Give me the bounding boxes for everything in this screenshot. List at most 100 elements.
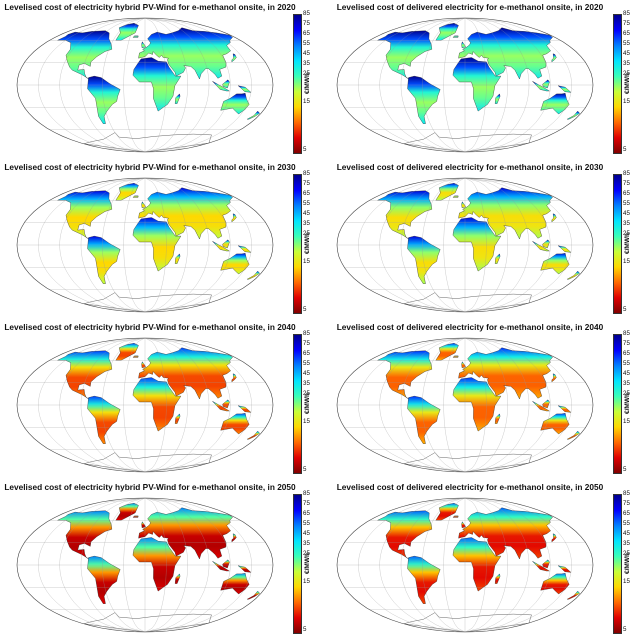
colorbar-tick-label: 5 bbox=[303, 626, 307, 633]
world-map bbox=[336, 337, 594, 473]
meridian-line bbox=[102, 498, 146, 632]
landmass-japan bbox=[551, 373, 557, 383]
colorbar-tick-label: 25 bbox=[623, 230, 630, 237]
colorbar-tick-label: 35 bbox=[623, 380, 630, 387]
map-panel: Levelised cost of electricity hybrid PV-… bbox=[0, 0, 320, 160]
landmass-new-guinea bbox=[237, 405, 252, 413]
colorbar-tick-label: 65 bbox=[623, 30, 630, 37]
meridian-line bbox=[464, 18, 551, 152]
colorbar-tick-label: 75 bbox=[623, 180, 630, 187]
landmass-greenland bbox=[115, 183, 139, 201]
meridian-line bbox=[144, 18, 188, 152]
meridian-line bbox=[443, 178, 466, 312]
meridian-line bbox=[38, 498, 146, 632]
colorbar-tick-label: 85 bbox=[623, 490, 630, 497]
landmass-iceland bbox=[132, 515, 139, 518]
colorbar-tick-label: 75 bbox=[303, 500, 310, 507]
meridian-line bbox=[422, 18, 466, 152]
meridian-line bbox=[464, 498, 551, 632]
meridian-line bbox=[422, 178, 466, 312]
colorbar-tick-label: 65 bbox=[303, 190, 310, 197]
meridian-line bbox=[144, 18, 210, 152]
landmass-north-america bbox=[377, 190, 433, 240]
colorbar-tick-label: 25 bbox=[623, 550, 630, 557]
map-panel: Levelised cost of delivered electricity … bbox=[320, 320, 640, 480]
landmass-japan bbox=[231, 533, 237, 543]
meridian-line bbox=[443, 18, 466, 152]
meridian-line bbox=[379, 178, 466, 312]
colorbar-tick-label: 5 bbox=[303, 306, 307, 313]
colorbar bbox=[293, 334, 302, 474]
meridian-line bbox=[144, 178, 210, 312]
landmass-north-america bbox=[57, 510, 113, 560]
colorbar-tick-label: 55 bbox=[303, 360, 310, 367]
colorbar-tick-label: 25 bbox=[303, 230, 310, 237]
meridian-line bbox=[102, 338, 146, 472]
world-map bbox=[16, 177, 274, 313]
landmass-great-britain bbox=[141, 41, 146, 49]
colorbar-tick-label: 65 bbox=[623, 190, 630, 197]
colorbar-tick-label: 65 bbox=[303, 510, 310, 517]
colorbar-tick-label: 45 bbox=[623, 50, 630, 57]
map-frame bbox=[16, 17, 274, 153]
colorbar-tick-label: 55 bbox=[303, 520, 310, 527]
panel-title: Levelised cost of electricity hybrid PV-… bbox=[4, 162, 296, 172]
world-map bbox=[336, 497, 594, 633]
landmass-greenland bbox=[115, 343, 139, 361]
meridian-line bbox=[464, 18, 530, 152]
landmass-japan bbox=[231, 373, 237, 383]
colorbar-tick-label: 25 bbox=[623, 70, 630, 77]
colorbar-tick-label: 75 bbox=[303, 180, 310, 187]
landmass-new-zealand bbox=[247, 590, 260, 600]
landmass-madagascar bbox=[494, 413, 501, 424]
meridian-line bbox=[464, 338, 487, 472]
world-map bbox=[16, 17, 274, 153]
colorbar-tick-label: 45 bbox=[303, 210, 310, 217]
map-frame bbox=[336, 337, 594, 473]
landmass-greenland bbox=[115, 503, 139, 521]
landmass-japan bbox=[231, 213, 237, 223]
meridian-line bbox=[144, 338, 188, 472]
colorbar-tick-label: 85 bbox=[303, 330, 310, 337]
colorbar-unit-label: €/MWh bbox=[304, 553, 311, 574]
landmass-north-america bbox=[377, 510, 433, 560]
landmass-great-britain bbox=[461, 361, 466, 369]
landmass-great-britain bbox=[141, 201, 146, 209]
meridian-line bbox=[464, 18, 572, 152]
landmass-greenland bbox=[115, 23, 139, 41]
landmass-north-america bbox=[57, 30, 113, 80]
colorbar-tick-label: 35 bbox=[303, 220, 310, 227]
landmass-australia bbox=[540, 572, 570, 595]
meridian-line bbox=[144, 178, 252, 312]
colorbar-tick-label: 5 bbox=[623, 626, 627, 633]
meridian-line bbox=[59, 18, 146, 152]
colorbar-tick-label: 55 bbox=[623, 520, 630, 527]
colorbar-tick-label: 85 bbox=[623, 10, 630, 17]
meridian-line bbox=[144, 498, 167, 632]
landmass-iceland bbox=[132, 35, 139, 38]
landmass-great-britain bbox=[461, 201, 466, 209]
meridian-line bbox=[443, 338, 466, 472]
meridian-line bbox=[144, 178, 167, 312]
meridian-line bbox=[123, 338, 146, 472]
landmass-japan bbox=[231, 53, 237, 63]
colorbar-tick-label: 55 bbox=[623, 360, 630, 367]
landmass-japan bbox=[551, 53, 557, 63]
colorbar-tick-label: 15 bbox=[303, 418, 310, 425]
meridian-line bbox=[102, 178, 146, 312]
colorbar-tick-label: 5 bbox=[623, 146, 627, 153]
colorbar-tick-label: 75 bbox=[303, 20, 310, 27]
meridian-line bbox=[358, 338, 466, 472]
meridian-line bbox=[144, 178, 188, 312]
map-panel: Levelised cost of delivered electricity … bbox=[320, 160, 640, 320]
meridian-line bbox=[464, 498, 508, 632]
landmass-iceland bbox=[132, 195, 139, 198]
meridian-line bbox=[80, 18, 146, 152]
meridian-line bbox=[123, 18, 146, 152]
map-panel: Levelised cost of electricity hybrid PV-… bbox=[0, 480, 320, 640]
meridian-line bbox=[123, 498, 146, 632]
meridian-line bbox=[59, 498, 146, 632]
colorbar-tick-label: 45 bbox=[623, 530, 630, 537]
landmass-new-guinea bbox=[237, 245, 252, 253]
world-map bbox=[336, 17, 594, 153]
